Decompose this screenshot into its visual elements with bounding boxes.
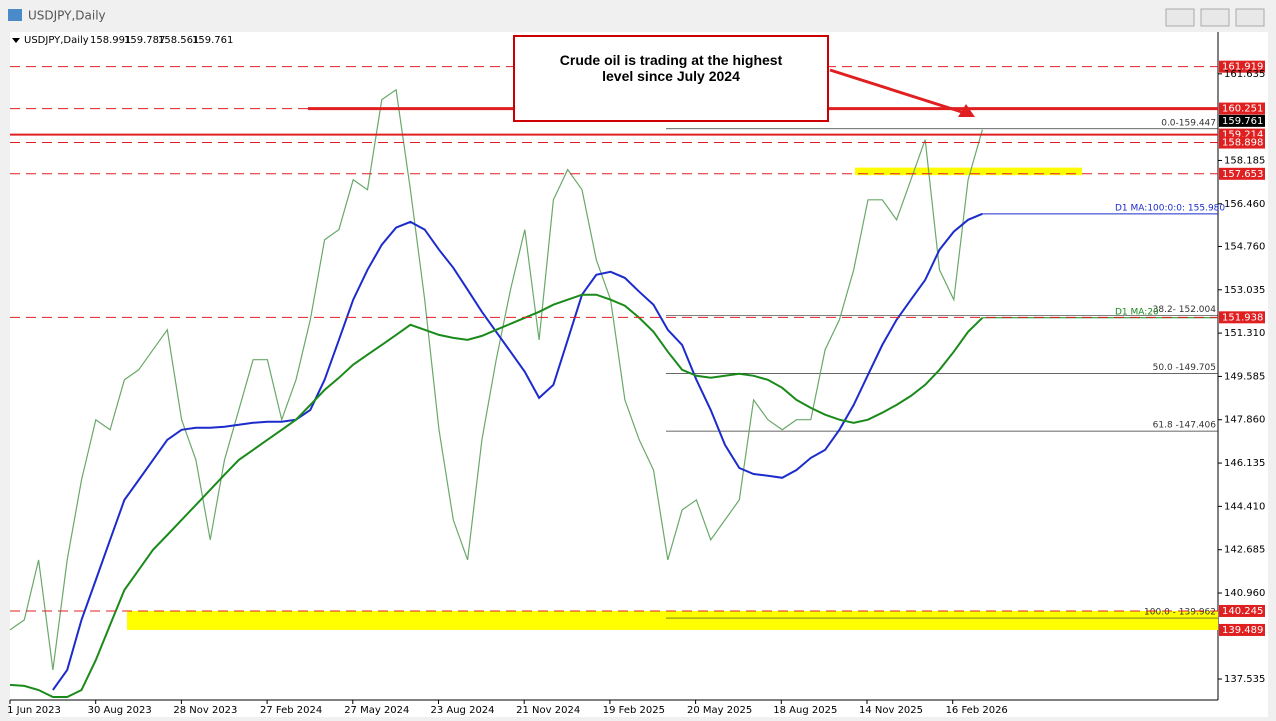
title-bar [0,0,1276,32]
y-tick-label: 153.035 [1224,285,1265,296]
price-tag-label: 158.898 [1222,138,1263,149]
annotation: Crude oil is trading at the highest leve… [559,52,783,84]
ma-line [52,212,983,691]
maximize-button[interactable] [1200,8,1230,27]
price-tag-label: 157.653 [1222,169,1263,180]
fib-label: 100.0 - 139.962 [1144,608,1216,618]
app-icon [8,9,22,21]
window-title: USDJPY,Daily [28,9,106,23]
price-tag-label: 159.214 [1222,130,1263,141]
x-tick-label: 18 Aug 2025 [773,705,837,716]
low: 158.561 [158,35,199,46]
annotation-arrow [829,68,966,115]
ma-line [9,293,984,698]
close: 159.761 [192,35,233,46]
price-tag [1219,136,1265,149]
ma-label: D1 MA:100:0:0: 155.980 [1115,203,1225,213]
y-tick-label: 146.135 [1224,458,1265,469]
price-tag [1219,604,1265,617]
zone [855,167,1082,176]
collapse-arrow[interactable] [12,38,20,43]
y-tick-label: 147.860 [1224,415,1265,426]
high: 159.787 [124,35,165,46]
price-tag [1219,114,1265,127]
price-tag-label: 159.761 [1222,116,1263,127]
x-tick-label: 27 May 2024 [344,705,409,716]
price-tag [1219,167,1265,180]
price-tag [1219,311,1265,324]
price-tag [1219,623,1265,636]
fib-label: 38.2- 152.004 [1153,305,1217,315]
chart-area [10,32,1268,717]
price-tag [1219,102,1265,115]
y-tick-label: 137.535 [1224,674,1265,685]
y-tick-label: 151.310 [1224,328,1265,339]
y-tick-label: 140.960 [1224,588,1265,599]
price-tag-label: 160.251 [1222,104,1263,115]
x-tick-label: 28 Nov 2023 [173,705,237,716]
y-tick-label: 142.685 [1224,545,1265,556]
close-button[interactable] [1235,8,1265,27]
zone [127,610,1218,630]
x-tick-label: 23 Aug 2024 [430,705,494,716]
x-tick-label: 1 Jun 2023 [7,705,61,716]
fib-label: 50.0 -149.705 [1153,363,1216,373]
price-tag-label: 139.489 [1222,625,1263,636]
x-tick-label: 19 Feb 2025 [603,705,665,716]
y-tick-label: 158.185 [1224,155,1265,166]
y-tick-label: 149.585 [1224,371,1265,382]
price-tag-label: 161.919 [1222,62,1263,73]
price-line [9,88,983,670]
price-tag-label: 140.245 [1222,606,1263,617]
y-tick-label: 156.460 [1224,199,1265,210]
x-tick-label: 30 Aug 2023 [88,705,152,716]
fib-label: 0.0-159.447 [1161,118,1216,128]
arrow-head [958,104,975,117]
annotation-box [513,35,829,122]
x-tick-label: 27 Feb 2024 [260,705,322,716]
fib-label: 61.8 -147.406 [1153,421,1217,431]
x-tick-label: 14 Nov 2025 [859,705,923,716]
x-tick-label: 20 May 2025 [687,705,752,716]
price-tag-label: 151.938 [1222,312,1263,323]
x-tick-label: 21 Nov 2024 [516,705,580,716]
minimize-button[interactable] [1165,8,1195,27]
annotation-holder: Crude oil is trading at the highest leve… [559,52,783,84]
symbol: USDJPY,Daily [24,35,89,46]
y-tick-label: 161.635 [1224,69,1265,80]
x-tick-label: 16 Feb 2026 [946,705,1008,716]
ma-label: D1 MA:20 [1115,307,1159,317]
y-tick-label: 144.410 [1224,501,1265,512]
price-tag [1219,60,1265,73]
y-tick-label: 154.760 [1224,241,1265,252]
open: 158.991 [90,35,131,46]
